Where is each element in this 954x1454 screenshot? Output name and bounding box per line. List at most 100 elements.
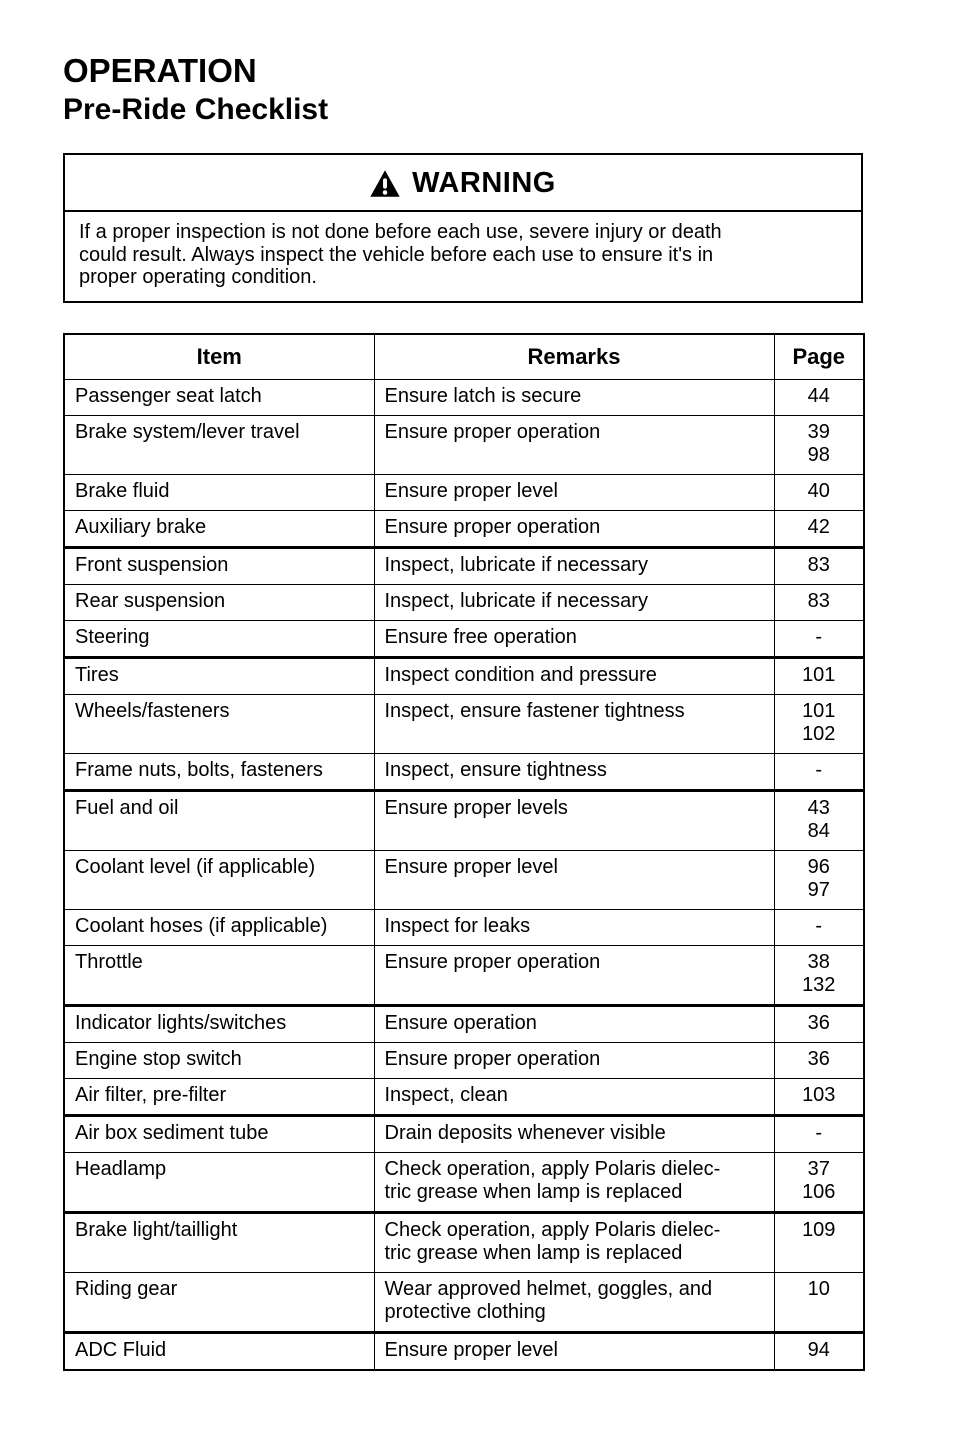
page-cell: 96 97 [773, 849, 865, 910]
table-row: ADC Fluid Ensure proper level 94 [63, 1330, 865, 1371]
table-row: Brake fluid Ensure proper level 40 [63, 473, 865, 511]
item-cell: Fuel and oil [63, 788, 375, 851]
page-cell: - [773, 908, 865, 946]
page-cell: - [773, 1113, 865, 1153]
item-cell: Brake system/lever travel [63, 414, 375, 475]
item-cell: Auxiliary brake [63, 509, 375, 548]
page-cell: 44 [773, 378, 865, 416]
page-cell: 42 [773, 509, 865, 548]
header-row: Item Remarks Page [63, 333, 865, 380]
item-cell: Throttle [63, 944, 375, 1006]
item-cell: Headlamp [63, 1151, 375, 1213]
remarks-cell: Ensure operation [373, 1003, 775, 1043]
page-cell: 103 [773, 1077, 865, 1116]
page-cell: 40 [773, 473, 865, 511]
item-cell: Brake light/taillight [63, 1210, 375, 1273]
table-row: Brake light/taillight Check operation, a… [63, 1210, 865, 1273]
warning-box: WARNING If a proper inspection is not do… [63, 153, 863, 303]
remarks-cell: Inspect condition and pressure [373, 655, 775, 695]
warning-header: WARNING [65, 155, 861, 213]
item-cell: Coolant level (if applicable) [63, 849, 375, 910]
table-row: Coolant hoses (if applicable) Inspect fo… [63, 908, 865, 946]
table-row: Auxiliary brake Ensure proper operation … [63, 509, 865, 548]
table-row: Wheels/fasteners Inspect, ensure fastene… [63, 693, 865, 754]
remarks-cell: Ensure proper operation [373, 509, 775, 548]
pre-ride-checklist-table: Item Remarks Page Passenger seat latch E… [63, 332, 865, 1371]
item-cell: Coolant hoses (if applicable) [63, 908, 375, 946]
table-row: Indicator lights/switches Ensure operati… [63, 1003, 865, 1043]
remarks-cell: Inspect, lubricate if necessary [373, 583, 775, 621]
table-row: Rear suspension Inspect, lubricate if ne… [63, 583, 865, 621]
page-cell: - [773, 619, 865, 658]
table-row: Engine stop switch Ensure proper operati… [63, 1041, 865, 1079]
page-cell: 39 98 [773, 414, 865, 475]
page-cell: 109 [773, 1210, 865, 1273]
page-cell: 36 [773, 1003, 865, 1043]
remarks-cell: Inspect, lubricate if necessary [373, 545, 775, 585]
table-row: Front suspension Inspect, lubricate if n… [63, 545, 865, 585]
remarks-cell: Ensure proper levels [373, 788, 775, 851]
remarks-cell: Wear approved helmet, goggles, and prote… [373, 1271, 775, 1333]
remarks-cell: Inspect for leaks [373, 908, 775, 946]
table-row: Fuel and oil Ensure proper levels 43 84 [63, 788, 865, 851]
table-row: Steering Ensure free operation - [63, 619, 865, 658]
page-cell: 83 [773, 545, 865, 585]
table-body: Passenger seat latch Ensure latch is sec… [63, 378, 865, 1371]
table-row: Headlamp Check operation, apply Polaris … [63, 1151, 865, 1213]
page-cell: 94 [773, 1330, 865, 1371]
remarks-cell: Inspect, ensure fastener tightness [373, 693, 775, 754]
item-cell: Frame nuts, bolts, fasteners [63, 752, 375, 791]
remarks-cell: Check operation, apply Polaris dielec- t… [373, 1210, 775, 1273]
remarks-cell: Ensure latch is secure [373, 378, 775, 416]
item-cell: Engine stop switch [63, 1041, 375, 1079]
item-cell: Air box sediment tube [63, 1113, 375, 1153]
table-row: Coolant level (if applicable) Ensure pro… [63, 849, 865, 910]
warning-text: If a proper inspection is not done befor… [79, 221, 722, 289]
remarks-cell: Drain deposits whenever visible [373, 1113, 775, 1153]
page-cell: 37 106 [773, 1151, 865, 1213]
remarks-cell: Ensure proper operation [373, 944, 775, 1006]
page-cell: 36 [773, 1041, 865, 1079]
table-row: Riding gear Wear approved helmet, goggle… [63, 1271, 865, 1333]
item-cell: Passenger seat latch [63, 378, 375, 416]
table-row: Tires Inspect condition and pressure 101 [63, 655, 865, 695]
remarks-cell: Inspect, ensure tightness [373, 752, 775, 791]
item-cell: Wheels/fasteners [63, 693, 375, 754]
warning-triangle-icon [370, 170, 400, 198]
manual-page: OPERATION Pre-Ride Checklist WARNING If … [63, 52, 865, 1371]
page-cell: 43 84 [773, 788, 865, 851]
table-row: Frame nuts, bolts, fasteners Inspect, en… [63, 752, 865, 791]
page-cell: 38 132 [773, 944, 865, 1006]
item-cell: Rear suspension [63, 583, 375, 621]
warning-title: WARNING [412, 167, 556, 200]
remarks-cell: Ensure proper level [373, 849, 775, 910]
table-row: Air filter, pre-filter Inspect, clean 10… [63, 1077, 865, 1116]
page-title: OPERATION [63, 52, 257, 89]
table-row: Brake system/lever travel Ensure proper … [63, 414, 865, 475]
column-header-remarks: Remarks [373, 333, 775, 380]
page-cell: 101 102 [773, 693, 865, 754]
table-row: Throttle Ensure proper operation 38 132 [63, 944, 865, 1006]
item-cell: Riding gear [63, 1271, 375, 1333]
item-cell: Tires [63, 655, 375, 695]
remarks-cell: Inspect, clean [373, 1077, 775, 1116]
remarks-cell: Check operation, apply Polaris dielec- t… [373, 1151, 775, 1213]
column-header-page: Page [773, 333, 865, 380]
remarks-cell: Ensure free operation [373, 619, 775, 658]
remarks-cell: Ensure proper level [373, 1330, 775, 1371]
table-header: Item Remarks Page [63, 333, 865, 380]
table-row: Air box sediment tube Drain deposits whe… [63, 1113, 865, 1153]
remarks-cell: Ensure proper operation [373, 414, 775, 475]
table-row: Passenger seat latch Ensure latch is sec… [63, 378, 865, 416]
page-cell: 101 [773, 655, 865, 695]
page-cell: 83 [773, 583, 865, 621]
page-subtitle: Pre-Ride Checklist [63, 92, 329, 126]
item-cell: Steering [63, 619, 375, 658]
item-cell: Brake fluid [63, 473, 375, 511]
page-cell: 10 [773, 1271, 865, 1333]
item-cell: Front suspension [63, 545, 375, 585]
page-cell: - [773, 752, 865, 791]
column-header-item: Item [63, 333, 375, 380]
remarks-cell: Ensure proper operation [373, 1041, 775, 1079]
item-cell: ADC Fluid [63, 1330, 375, 1371]
